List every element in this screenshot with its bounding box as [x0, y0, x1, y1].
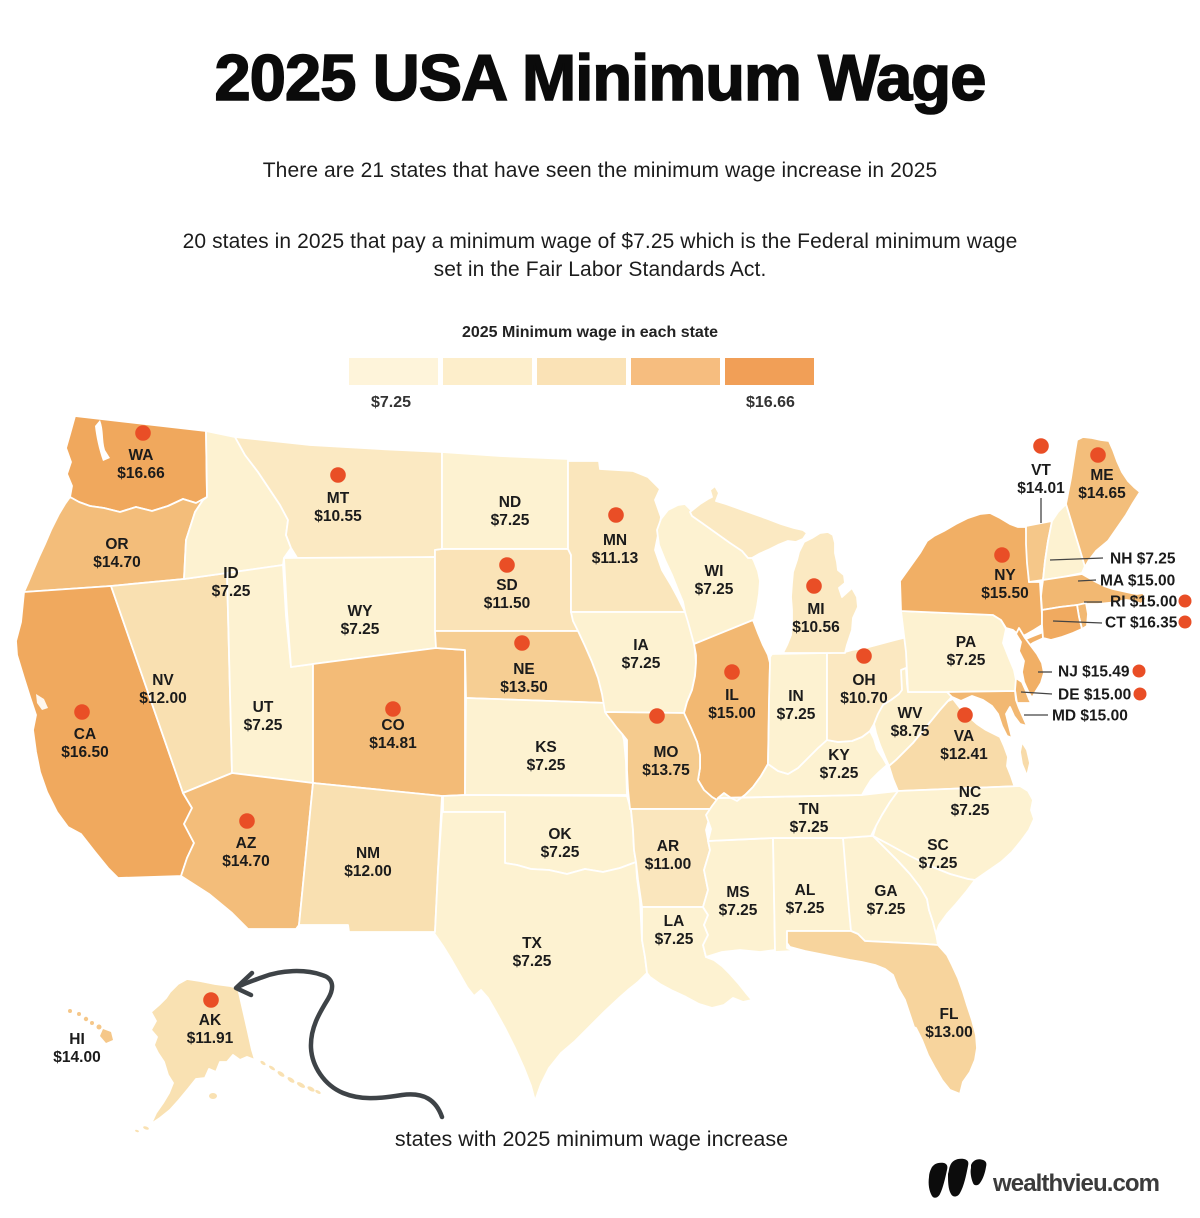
svg-text:ME: ME [1090, 467, 1113, 484]
svg-text:OH: OH [852, 672, 875, 689]
svg-text:NJ $15.49: NJ $15.49 [1058, 664, 1130, 681]
svg-text:$7.25: $7.25 [951, 802, 990, 819]
svg-text:MO: MO [654, 744, 679, 761]
svg-text:VT: VT [1031, 462, 1051, 479]
svg-text:$11.00: $11.00 [645, 856, 692, 873]
svg-text:WY: WY [348, 603, 374, 620]
svg-text:$11.50: $11.50 [484, 595, 531, 612]
svg-text:$10.55: $10.55 [314, 508, 362, 525]
svg-text:MT: MT [327, 490, 350, 507]
svg-text:$10.56: $10.56 [792, 619, 840, 636]
svg-text:$7.25: $7.25 [341, 621, 380, 638]
svg-text:SC: SC [927, 837, 949, 854]
svg-text:KY: KY [828, 747, 850, 764]
svg-text:$13.50: $13.50 [500, 679, 547, 696]
svg-text:$7.25: $7.25 [777, 706, 816, 723]
svg-text:$7.25: $7.25 [541, 844, 580, 861]
svg-text:DE $15.00: DE $15.00 [1058, 687, 1131, 704]
svg-text:WA: WA [129, 447, 154, 464]
svg-text:$14.70: $14.70 [222, 853, 269, 870]
svg-text:$14.81: $14.81 [369, 735, 417, 752]
svg-text:IA: IA [633, 637, 649, 654]
svg-text:ID: ID [223, 565, 239, 582]
svg-text:FL: FL [940, 1006, 959, 1023]
svg-text:$11.13: $11.13 [592, 550, 639, 567]
svg-text:MI: MI [807, 601, 824, 618]
svg-text:$7.25: $7.25 [695, 581, 734, 598]
svg-text:$12.00: $12.00 [344, 863, 391, 880]
svg-text:TX: TX [522, 935, 542, 952]
svg-text:$12.00: $12.00 [139, 690, 186, 707]
svg-text:$11.91: $11.91 [187, 1030, 234, 1047]
svg-text:IN: IN [788, 688, 804, 705]
svg-text:$7.25: $7.25 [527, 757, 566, 774]
svg-text:SD: SD [496, 577, 518, 594]
svg-text:$7.25: $7.25 [244, 717, 283, 734]
svg-text:NC: NC [959, 784, 981, 801]
svg-text:PA: PA [956, 634, 976, 651]
svg-text:$14.65: $14.65 [1078, 485, 1126, 502]
svg-text:MS: MS [726, 884, 749, 901]
svg-text:$10.70: $10.70 [840, 690, 887, 707]
svg-text:NM: NM [356, 845, 380, 862]
svg-text:$7.25: $7.25 [719, 902, 758, 919]
svg-text:TN: TN [799, 801, 820, 818]
svg-text:IL: IL [725, 687, 739, 704]
svg-text:CA: CA [74, 726, 96, 743]
svg-text:AL: AL [795, 882, 816, 899]
svg-text:CO: CO [381, 717, 404, 734]
svg-text:$16.66: $16.66 [117, 465, 165, 482]
svg-text:$7.25: $7.25 [212, 583, 251, 600]
svg-text:AR: AR [657, 838, 679, 855]
svg-text:UT: UT [253, 699, 274, 716]
svg-text:ND: ND [499, 494, 521, 511]
svg-text:MD $15.00: MD $15.00 [1052, 708, 1128, 725]
svg-text:$7.25: $7.25 [491, 512, 530, 529]
svg-text:$7.25: $7.25 [947, 652, 986, 669]
svg-text:VA: VA [954, 728, 974, 745]
svg-text:OK: OK [548, 826, 572, 843]
svg-text:OR: OR [105, 536, 128, 553]
svg-text:$7.25: $7.25 [919, 855, 958, 872]
svg-text:$7.25: $7.25 [786, 900, 825, 917]
svg-text:CT $16.35: CT $16.35 [1105, 615, 1178, 632]
svg-text:NH $7.25: NH $7.25 [1110, 551, 1176, 568]
svg-text:$16.50: $16.50 [61, 744, 108, 761]
svg-text:WI: WI [705, 563, 724, 580]
svg-text:AK: AK [199, 1012, 222, 1029]
svg-text:NV: NV [152, 672, 174, 689]
svg-text:NY: NY [994, 567, 1016, 584]
svg-text:$7.25: $7.25 [513, 953, 552, 970]
svg-text:NE: NE [513, 661, 535, 678]
svg-text:$14.00: $14.00 [53, 1049, 100, 1066]
svg-text:HI: HI [69, 1031, 85, 1048]
svg-text:$8.75: $8.75 [891, 723, 930, 740]
svg-text:GA: GA [874, 883, 897, 900]
svg-text:$13.00: $13.00 [925, 1024, 972, 1041]
svg-text:KS: KS [535, 739, 557, 756]
svg-text:LA: LA [664, 913, 685, 930]
svg-text:$13.75: $13.75 [642, 762, 690, 779]
svg-text:$15.50: $15.50 [981, 585, 1028, 602]
svg-text:$14.70: $14.70 [93, 554, 140, 571]
svg-text:$7.25: $7.25 [622, 655, 661, 672]
svg-text:WV: WV [898, 705, 924, 722]
svg-text:$7.25: $7.25 [820, 765, 859, 782]
svg-text:RI $15.00: RI $15.00 [1110, 594, 1177, 611]
svg-text:MA $15.00: MA $15.00 [1100, 573, 1175, 590]
svg-text:$15.00: $15.00 [708, 705, 755, 722]
svg-text:AZ: AZ [236, 835, 257, 852]
svg-text:MN: MN [603, 532, 627, 549]
svg-text:$7.25: $7.25 [867, 901, 906, 918]
svg-text:$7.25: $7.25 [655, 931, 694, 948]
svg-text:$7.25: $7.25 [790, 819, 829, 836]
svg-text:$12.41: $12.41 [940, 746, 988, 763]
svg-text:$14.01: $14.01 [1017, 480, 1065, 497]
